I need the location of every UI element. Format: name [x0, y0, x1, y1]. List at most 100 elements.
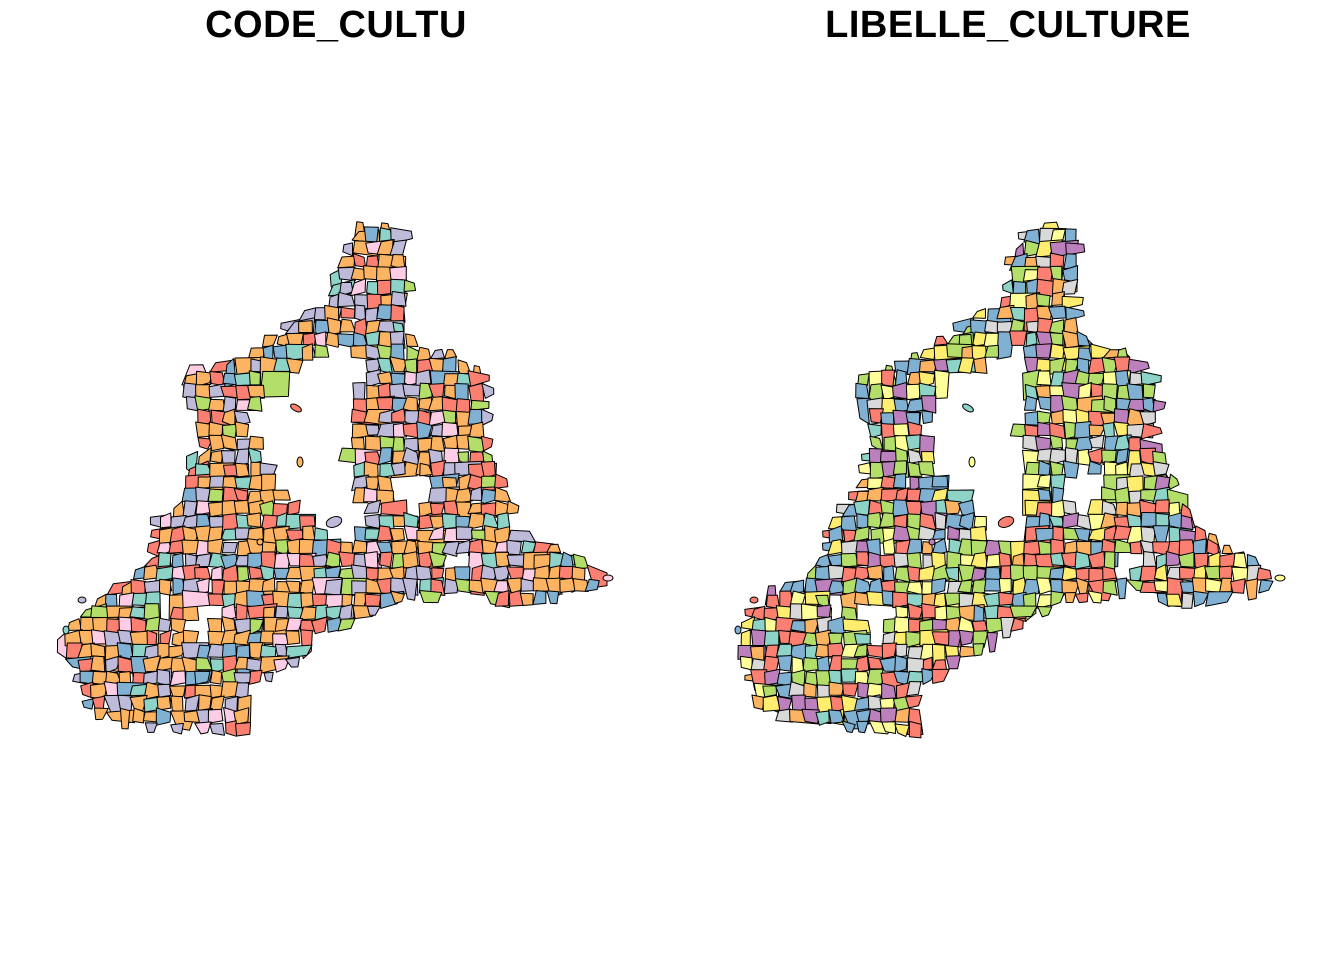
parcel: [325, 331, 341, 348]
parcel: [750, 658, 766, 671]
parcel: [1074, 551, 1091, 570]
parcel: [160, 512, 172, 529]
parcel: [170, 722, 184, 735]
parcel: [840, 668, 859, 683]
parcel: [273, 657, 290, 673]
parcel: [856, 720, 869, 734]
parcel: [1142, 383, 1156, 399]
parcel: [158, 578, 172, 596]
parcel: [558, 565, 575, 580]
parcel-map: [734, 221, 1286, 739]
parcel: [405, 333, 419, 347]
parcel: [895, 605, 909, 619]
parcel: [751, 694, 766, 710]
parcel: [209, 722, 225, 736]
parcel: [418, 382, 433, 401]
parcel: [207, 708, 224, 724]
parcel: [584, 578, 600, 592]
parcel: [853, 526, 870, 543]
parcel: [934, 512, 947, 530]
parcel: [195, 370, 213, 387]
parcel: [739, 655, 753, 671]
parcel: [905, 631, 923, 648]
parcel: [572, 578, 589, 592]
parcel: [443, 578, 459, 595]
parcel: [970, 567, 986, 583]
parcel: [325, 516, 343, 528]
parcel: [1009, 605, 1038, 618]
parcel: [481, 382, 495, 399]
parcel: [208, 398, 226, 412]
parcel: [235, 603, 248, 622]
parcel: [602, 574, 614, 582]
parcel: [921, 410, 933, 424]
parcel: [1062, 460, 1080, 479]
parcel: [1009, 330, 1028, 346]
parcel: [493, 580, 510, 593]
parcel: [1167, 473, 1180, 491]
parcel: [274, 643, 288, 657]
parcel: [734, 625, 742, 635]
parcel: [416, 421, 433, 440]
parcel: [894, 723, 910, 737]
parcel: [1049, 343, 1065, 360]
parcel: [441, 421, 459, 437]
parcel: [455, 526, 473, 540]
parcel: [337, 618, 356, 632]
parcel: [883, 435, 897, 452]
parcel: [1025, 331, 1038, 347]
parcel: [972, 630, 989, 648]
parcel: [157, 552, 172, 568]
parcel: [494, 486, 512, 503]
parcel: [456, 434, 471, 450]
parcel: [1050, 590, 1065, 607]
parcel: [285, 630, 301, 645]
parcel: [77, 596, 87, 604]
parcel: [1156, 592, 1170, 608]
parcel: [377, 447, 393, 466]
parcel: [970, 525, 988, 544]
parcel: [1102, 579, 1118, 596]
parcel: [454, 578, 473, 594]
parcel: [419, 590, 443, 604]
parcel: [879, 512, 896, 528]
parcel: [933, 335, 949, 346]
parcel: [272, 489, 291, 501]
parcel: [920, 451, 935, 465]
parcel: [350, 278, 367, 297]
parcel: [285, 656, 300, 668]
parcel: [338, 604, 353, 621]
parcel: [1139, 411, 1156, 426]
parcel: [1114, 486, 1131, 505]
parcel: [1000, 617, 1015, 639]
parcel: [881, 642, 898, 660]
parcel: [402, 551, 419, 569]
parcel: [828, 681, 845, 696]
parcel: [169, 670, 187, 687]
parcel: [235, 722, 252, 737]
parcel: [340, 306, 356, 319]
parcel: [467, 512, 485, 530]
parcel: [480, 435, 494, 452]
parcel: [905, 694, 923, 709]
parcel: [494, 473, 509, 489]
parcel: [882, 538, 896, 555]
parcel: [1115, 448, 1129, 465]
parcel: [892, 423, 910, 438]
parcel: [234, 448, 250, 466]
parcel: [867, 656, 883, 670]
parcel: [170, 695, 184, 713]
parcel: [894, 707, 911, 723]
parcel: [921, 395, 937, 414]
parcel: [855, 382, 870, 400]
parcel: [1064, 592, 1077, 603]
parcel: [142, 711, 158, 723]
parcel: [1024, 395, 1038, 411]
parcel: [986, 632, 998, 653]
parcel: [918, 461, 935, 477]
parcel: [776, 643, 793, 658]
parcel: [1221, 544, 1234, 554]
parcel: [390, 590, 405, 604]
parcel: [248, 435, 264, 450]
parcel: [430, 578, 446, 596]
